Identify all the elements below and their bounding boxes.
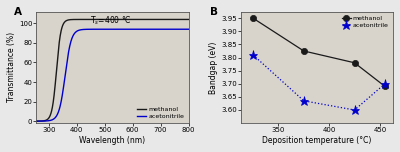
acetonitrile xyxy=(131,28,136,30)
Text: A: A xyxy=(14,7,22,17)
Line: methanol: methanol xyxy=(36,19,188,121)
X-axis label: Wavelength (nm): Wavelength (nm) xyxy=(80,136,146,145)
acetonitrile xyxy=(122,28,127,30)
methanol xyxy=(352,62,357,64)
Line: acetonitrile: acetonitrile xyxy=(36,29,188,121)
acetonitrile xyxy=(301,100,306,102)
acetonitrile xyxy=(251,54,256,56)
acetonitrile xyxy=(186,28,191,30)
methanol xyxy=(382,85,387,87)
methanol xyxy=(126,19,131,20)
acetonitrile xyxy=(382,83,387,85)
methanol xyxy=(301,50,306,52)
acetonitrile xyxy=(176,28,180,30)
acetonitrile xyxy=(34,120,39,122)
methanol xyxy=(122,19,127,20)
X-axis label: Deposition temperature (°C): Deposition temperature (°C) xyxy=(262,136,372,145)
Y-axis label: Transmittance (%): Transmittance (%) xyxy=(7,32,16,102)
Y-axis label: Bandgap (eV): Bandgap (eV) xyxy=(209,41,218,94)
acetonitrile xyxy=(149,28,154,30)
methanol xyxy=(186,19,191,20)
acetonitrile xyxy=(126,28,131,30)
Text: B: B xyxy=(210,7,218,17)
Line: acetonitrile: acetonitrile xyxy=(248,50,390,114)
methanol xyxy=(150,19,154,20)
methanol xyxy=(136,19,141,20)
Line: methanol: methanol xyxy=(250,15,388,90)
methanol xyxy=(251,17,256,19)
methanol xyxy=(165,19,170,20)
methanol xyxy=(131,19,136,20)
methanol xyxy=(43,119,48,121)
acetonitrile xyxy=(43,120,48,122)
acetonitrile xyxy=(165,28,170,30)
Text: T$_s$=400 °C: T$_s$=400 °C xyxy=(90,15,132,28)
acetonitrile xyxy=(352,109,357,111)
methanol xyxy=(34,120,39,122)
Legend: methanol, acetonitrile: methanol, acetonitrile xyxy=(340,15,390,29)
Legend: methanol, acetonitrile: methanol, acetonitrile xyxy=(136,105,186,120)
